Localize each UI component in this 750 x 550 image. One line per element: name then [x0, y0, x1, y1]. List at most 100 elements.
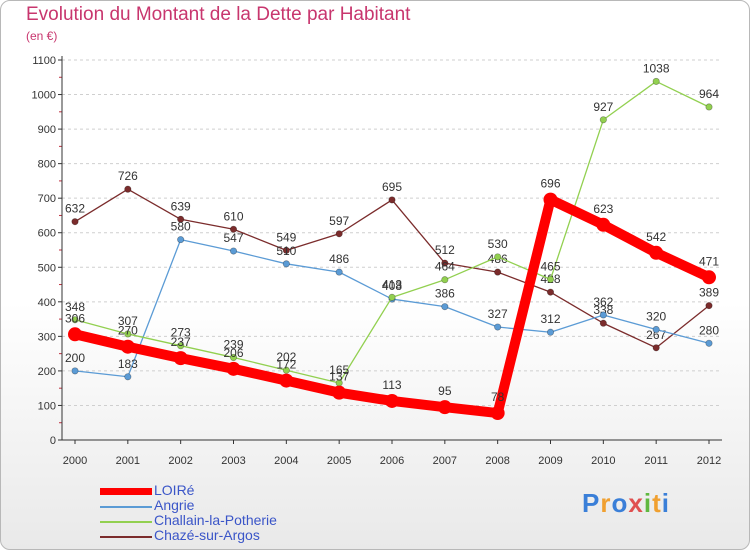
data-label-loir-: 471: [699, 254, 719, 268]
point-chaz-sur-argos: [124, 185, 132, 193]
point-loir-: [173, 351, 188, 366]
chart-unit: (en €): [26, 29, 58, 43]
data-label-chaz-sur-argos: 549: [276, 230, 296, 244]
point-challain-la-potherie: [705, 103, 713, 111]
x-tick-label: 2010: [591, 455, 615, 467]
data-label-angrie: 183: [118, 357, 138, 371]
y-tick-label: 800: [38, 159, 56, 171]
legend-label-challain: Challain-la-Potherie: [154, 512, 277, 528]
point-angrie: [705, 339, 713, 347]
data-label-angrie: 510: [276, 244, 296, 258]
data-label-angrie: 320: [646, 309, 666, 323]
data-label-challain-la-potherie: 530: [488, 237, 508, 251]
point-chaz-sur-argos: [71, 218, 79, 226]
data-label-chaz-sur-argos: 726: [118, 169, 138, 183]
point-angrie: [71, 367, 79, 375]
point-angrie: [335, 268, 343, 276]
data-label-challain-la-potherie: 1038: [643, 61, 670, 75]
x-tick-label: 2008: [485, 455, 509, 467]
y-tick-label: 900: [38, 124, 56, 136]
data-label-angrie: 486: [329, 252, 349, 266]
data-label-loir-: 542: [646, 230, 666, 244]
point-loir-: [490, 406, 505, 421]
data-label-challain-la-potherie: 273: [171, 326, 191, 340]
proxiti-logo: Proxiti: [582, 488, 670, 518]
legend-label-chaze: Chazé-sur-Argos: [154, 527, 260, 543]
point-chaz-sur-argos: [282, 246, 290, 254]
data-label-loir-: 95: [438, 384, 452, 398]
data-label-challain-la-potherie: 413: [382, 277, 402, 291]
data-label-chaz-sur-argos: 389: [699, 286, 719, 300]
point-loir-: [120, 339, 135, 354]
data-label-challain-la-potherie: 464: [435, 260, 455, 274]
data-label-loir-: 113: [382, 378, 401, 392]
data-label-angrie: 362: [593, 295, 613, 309]
y-tick-label: 300: [38, 331, 56, 343]
data-label-loir-: 623: [593, 202, 613, 216]
data-label-angrie: 580: [171, 220, 191, 234]
point-challain-la-potherie: [71, 316, 79, 324]
data-label-chaz-sur-argos: 512: [435, 243, 455, 257]
point-challain-la-potherie: [494, 253, 502, 261]
y-tick-label: 200: [38, 366, 56, 378]
x-tick-label: 2011: [644, 455, 668, 467]
point-loir-: [543, 192, 558, 207]
point-challain-la-potherie: [599, 116, 607, 124]
data-label-angrie: 327: [488, 307, 508, 321]
y-tick-label: 1000: [32, 90, 56, 102]
y-tick-label: 1100: [32, 55, 56, 67]
point-angrie: [599, 311, 607, 319]
data-label-challain-la-potherie: 964: [699, 87, 719, 101]
y-tick-label: 500: [38, 262, 56, 274]
data-label-loir-: 237: [171, 335, 191, 349]
point-loir-: [702, 270, 716, 285]
point-chaz-sur-argos: [229, 225, 238, 233]
x-tick-label: 2000: [63, 455, 87, 467]
data-label-loir-: 270: [118, 324, 138, 338]
point-loir-: [226, 361, 241, 376]
data-label-angrie: 280: [699, 323, 719, 337]
point-challain-la-potherie: [124, 330, 132, 338]
data-label-chaz-sur-argos: 610: [223, 209, 243, 223]
legend-label-angrie: Angrie: [154, 497, 195, 513]
point-loir-: [279, 373, 294, 388]
data-label-angrie: 312: [540, 312, 560, 326]
point-chaz-sur-argos: [599, 319, 607, 327]
point-challain-la-potherie: [282, 366, 290, 374]
point-chaz-sur-argos: [335, 230, 343, 238]
y-tick-label: 700: [38, 193, 56, 205]
data-label-chaz-sur-argos: 695: [382, 180, 402, 194]
x-tick-label: 2005: [327, 455, 351, 467]
data-label-angrie: 408: [382, 279, 402, 293]
data-label-challain-la-potherie: 239: [223, 337, 243, 351]
point-challain-la-potherie: [546, 275, 555, 283]
point-chaz-sur-argos: [705, 302, 713, 310]
point-angrie: [177, 236, 185, 244]
data-label-loir-: 306: [65, 311, 85, 325]
x-tick-label: 2002: [168, 455, 192, 467]
point-angrie: [124, 373, 132, 381]
point-angrie: [282, 260, 290, 268]
legend-swatch-chaze: [100, 536, 152, 538]
point-challain-la-potherie: [652, 77, 660, 85]
legend-swatch-angrie: [100, 506, 152, 508]
data-label-challain-la-potherie: 927: [593, 100, 613, 114]
data-label-challain-la-potherie: 465: [540, 259, 560, 273]
x-tick-label: 2003: [221, 455, 245, 467]
data-label-loir-: 206: [223, 346, 243, 360]
data-label-chaz-sur-argos: 639: [171, 199, 191, 213]
y-tick-label: 400: [38, 297, 56, 309]
data-label-challain-la-potherie: 348: [65, 300, 85, 314]
data-label-challain-la-potherie: 307: [118, 314, 138, 328]
point-chaz-sur-argos: [441, 259, 449, 267]
point-challain-la-potherie: [229, 353, 238, 361]
data-label-angrie: 547: [223, 231, 243, 245]
point-angrie: [546, 328, 555, 336]
point-chaz-sur-argos: [494, 268, 502, 276]
y-tick-label: 0: [50, 435, 56, 447]
point-chaz-sur-argos: [652, 344, 660, 352]
point-loir-: [68, 327, 82, 342]
x-tick-label: 2012: [697, 455, 721, 467]
point-loir-: [437, 400, 452, 415]
